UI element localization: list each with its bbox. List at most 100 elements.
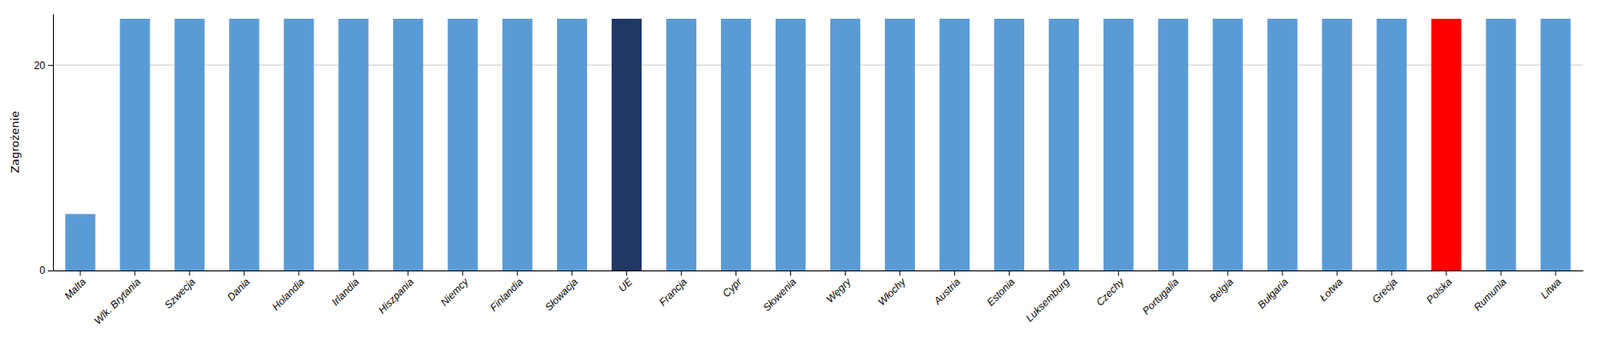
x-tick-mark (298, 270, 299, 276)
bar (283, 18, 314, 271)
x-tick: Polska (1424, 270, 1455, 307)
x-tick: Słowenia (761, 270, 800, 315)
x-tick-mark (1555, 270, 1557, 276)
bar (994, 18, 1025, 271)
x-tick-label: Finlandia (487, 275, 527, 315)
x-tick-label: Grecja (1370, 275, 1401, 306)
x-tick-label: Francja (656, 275, 690, 309)
x-tick-mark (1282, 270, 1284, 276)
x-tick: Finlandia (487, 270, 527, 315)
x-tick-mark (352, 270, 354, 276)
x-tick-label: Irlandia (328, 275, 362, 309)
x-tick: Austria (931, 270, 963, 308)
x-tick-label: Hiszpania (375, 275, 417, 317)
x-tick-label: Wlk. Brytania (91, 275, 143, 328)
x-tick: Belgia (1207, 270, 1237, 305)
x-tick-mark (1063, 270, 1065, 276)
bar (1267, 18, 1298, 271)
x-tick-label: Niemcy (438, 275, 472, 310)
grid-line (52, 270, 1583, 272)
bar (1485, 18, 1516, 271)
y-axis-line (52, 14, 54, 272)
x-tick-mark (1008, 270, 1010, 276)
x-tick-mark (626, 270, 628, 276)
bar (228, 18, 259, 271)
x-tick-mark (1391, 270, 1393, 276)
x-tick-label: Belgia (1207, 275, 1237, 305)
bar (775, 18, 806, 271)
x-tick: Czechy (1093, 270, 1127, 309)
x-tick: Litwa (1538, 270, 1565, 302)
x-tick: Holandia (269, 270, 308, 314)
x-tick: Szwecja (162, 270, 199, 312)
x-tick-mark (188, 270, 190, 276)
y-tick-mark (47, 64, 53, 66)
y-axis-title: Zagrożenie (8, 111, 22, 174)
x-tick-mark (134, 270, 135, 276)
bar (1213, 18, 1243, 271)
x-tick: Irlandia (328, 270, 362, 309)
x-tick-label: Polska (1424, 275, 1455, 307)
x-tick-label: Węgry (823, 275, 854, 306)
x-tick: Bułgaria (1254, 270, 1290, 311)
bar (338, 18, 369, 271)
x-tick: UE (615, 270, 635, 295)
bar (556, 18, 587, 271)
x-tick-mark (571, 270, 573, 276)
x-tick-label: Cypr (720, 275, 745, 301)
x-tick-label: Łotwa (1317, 275, 1346, 305)
x-tick-label: Estonia (984, 275, 1018, 309)
x-tick-label: Słowacja (542, 275, 581, 314)
x-tick: Portugalia (1139, 270, 1181, 317)
x-tick-mark (954, 270, 956, 276)
x-tick-label: Rumunia (1471, 275, 1510, 314)
x-tick-label: Malta (62, 275, 89, 303)
x-tick-label: UE (615, 275, 635, 295)
x-tick-label: Włochy (875, 275, 909, 309)
bar (939, 18, 970, 271)
bar (1540, 18, 1571, 271)
x-tick: Niemcy (438, 270, 472, 309)
x-tick-label: Czechy (1093, 275, 1127, 310)
x-tick: Malta (62, 270, 89, 303)
x-tick-mark (680, 270, 682, 276)
plot: MaltaWlk. Brytania Szwecja Dania Holandia Ir… (34, 14, 1584, 329)
x-tick: Węgry (823, 270, 854, 306)
chart: MaltaWlk. Brytania Szwecja Dania Holandia Ir… (0, 0, 1600, 349)
x-tick-label: Dania (224, 275, 253, 304)
x-tick-label: Luksemburg (1023, 275, 1073, 325)
x-tick: Luksemburg (1023, 270, 1073, 325)
y-tick: 0 (39, 264, 53, 277)
x-tick-mark (1500, 270, 1502, 276)
x-tick-mark (1172, 270, 1174, 276)
bar (666, 18, 697, 271)
bar (1430, 18, 1461, 271)
x-tick: Włochy (875, 270, 909, 309)
x-tick: Francja (656, 270, 690, 309)
bar (611, 18, 642, 271)
x-tick-mark (1336, 270, 1338, 276)
x-tick-mark (1118, 270, 1120, 276)
x-tick-label: Litwa (1538, 275, 1565, 302)
x-tick: Wlk. Brytania (91, 270, 143, 328)
x-tick-mark (243, 270, 245, 276)
bar (1103, 18, 1134, 271)
bar (447, 18, 478, 271)
x-tick-mark (1446, 270, 1448, 276)
x-tick-label: Portugalia (1139, 275, 1181, 317)
y-tick-label: 20 (34, 59, 47, 72)
x-tick-mark (790, 270, 792, 276)
bar (1377, 18, 1407, 271)
x-axis-line (53, 270, 1584, 272)
y-axis: 0 20 (34, 14, 54, 278)
bar (830, 18, 861, 271)
bar (884, 18, 915, 271)
bar (174, 18, 205, 271)
x-tick: Cypr (720, 270, 745, 300)
x-tick-mark (462, 270, 464, 276)
x-tick-label: Holandia (269, 275, 308, 314)
x-tick-mark (735, 270, 737, 276)
x-tick: Rumunia (1471, 270, 1510, 314)
bar (502, 18, 533, 271)
grid (52, 64, 1583, 271)
